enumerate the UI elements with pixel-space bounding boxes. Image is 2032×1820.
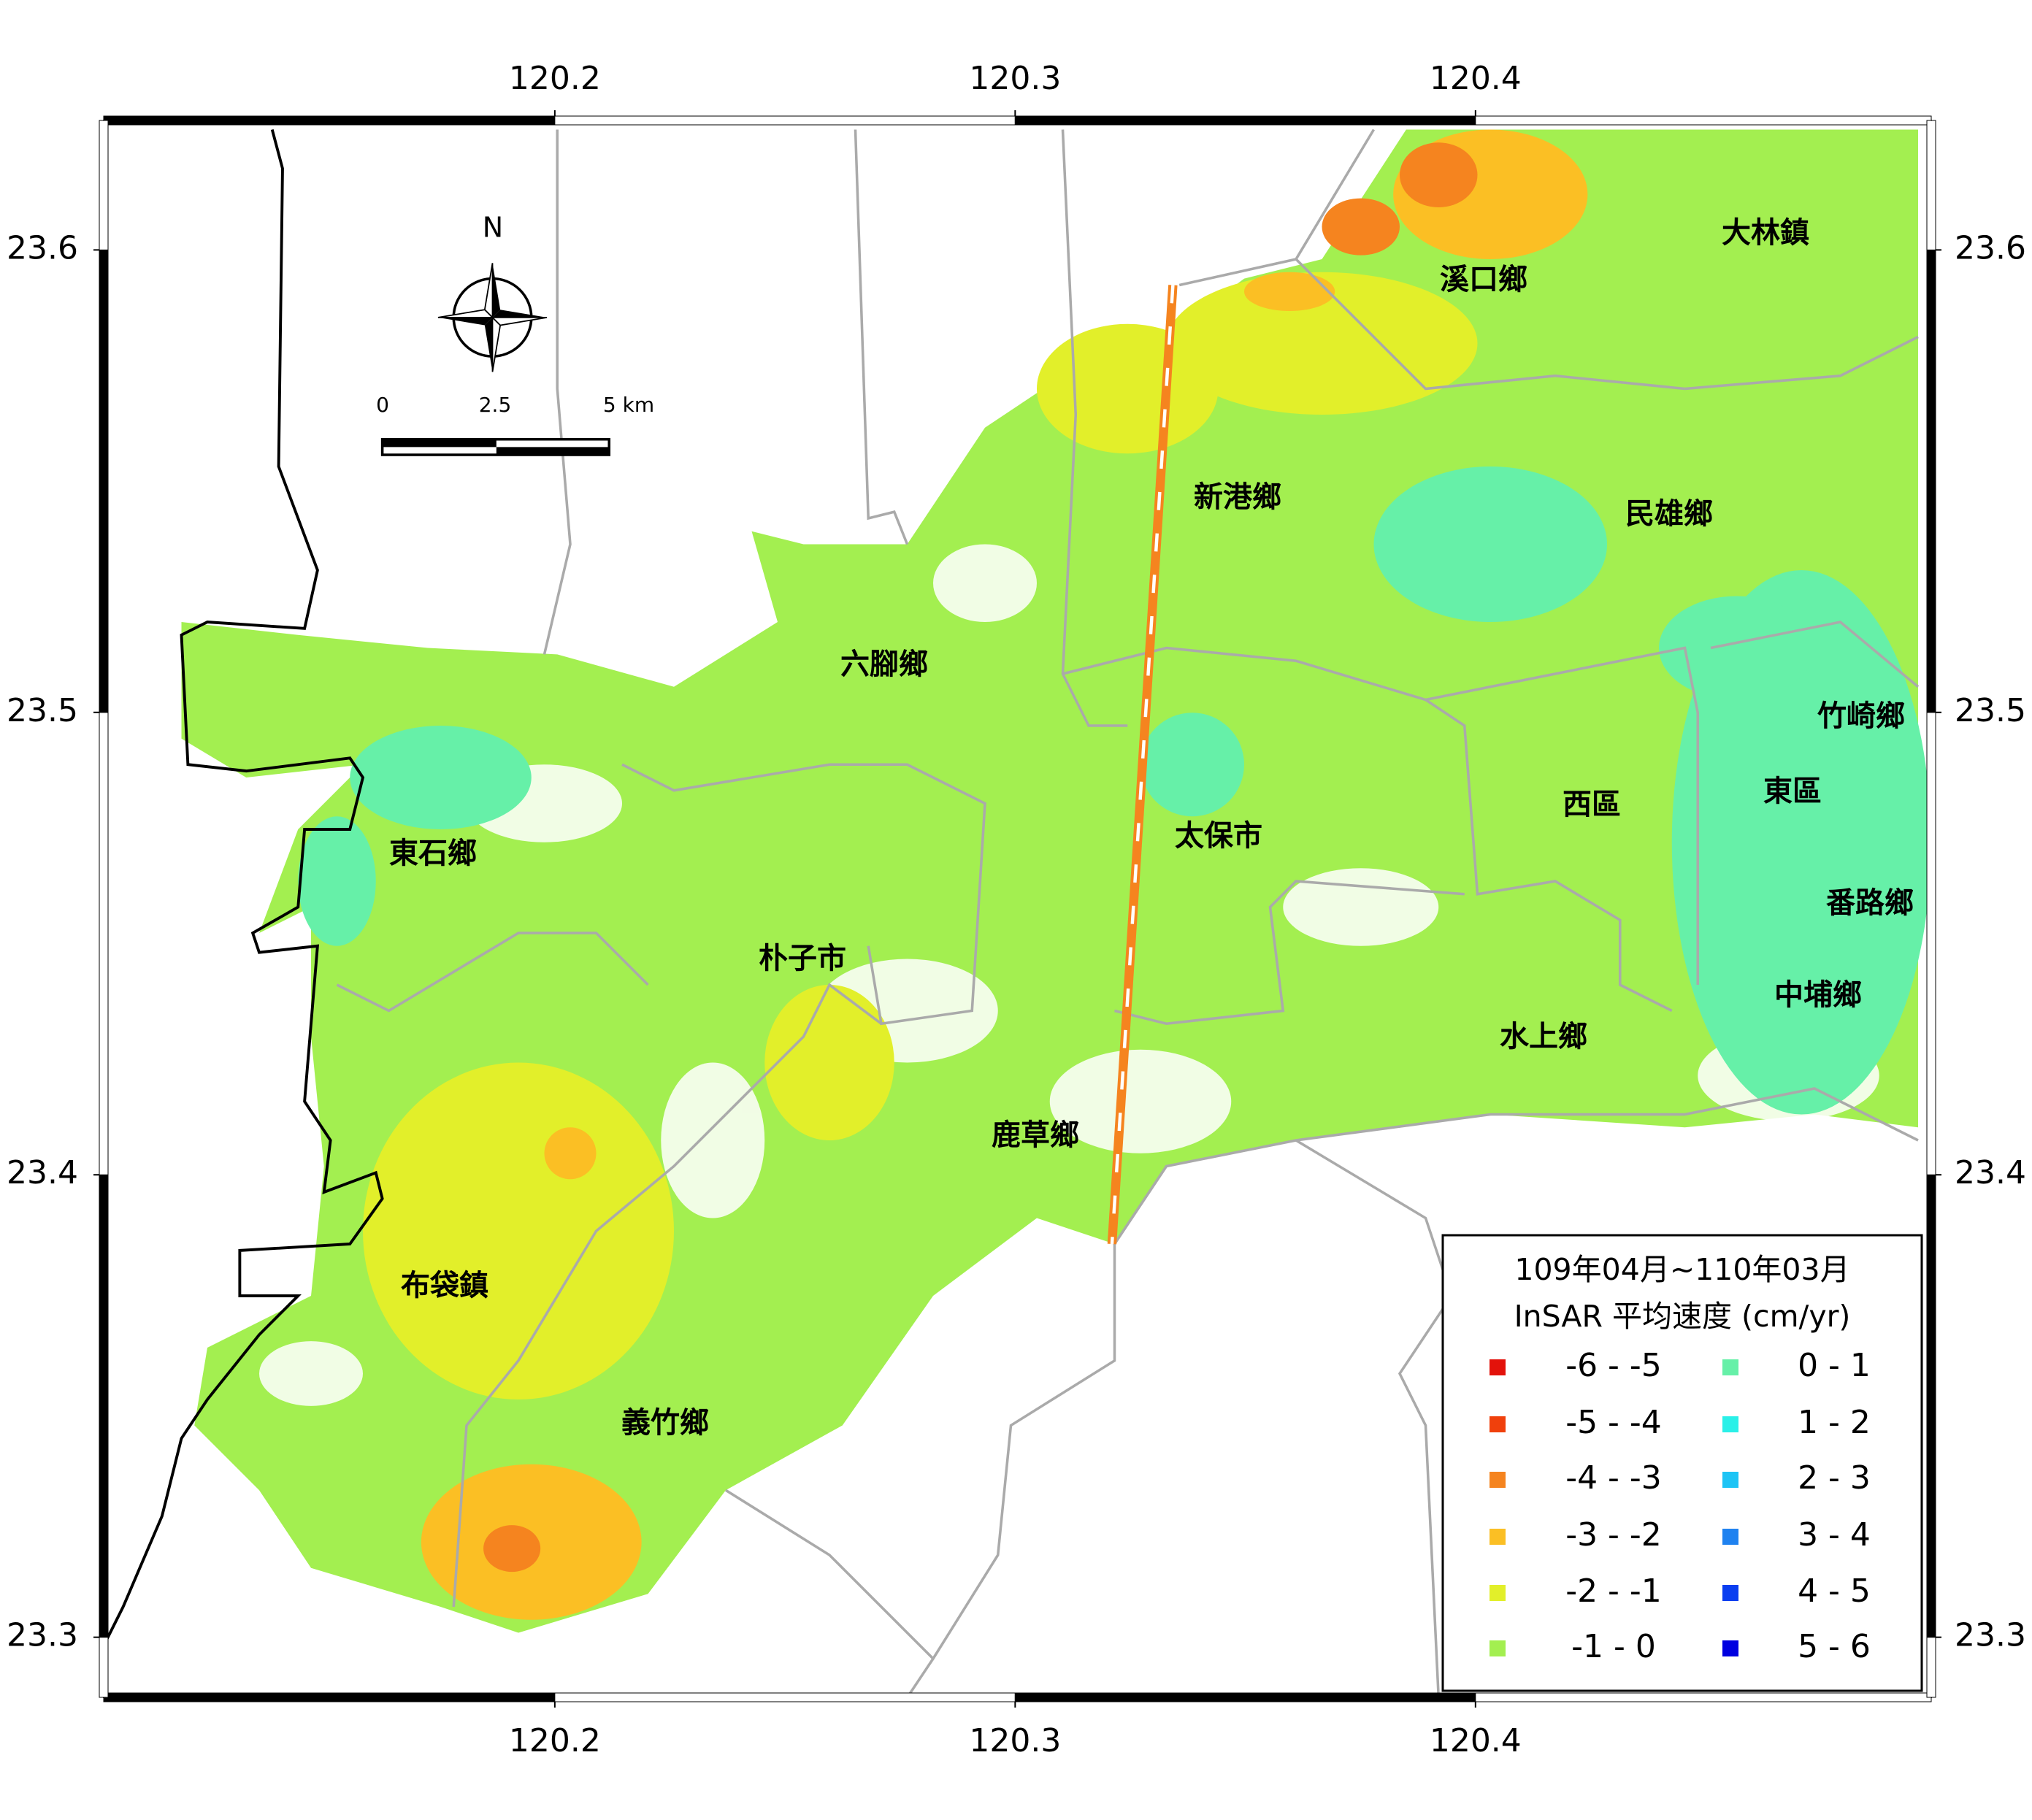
place-label: 竹崎鄉 xyxy=(1817,699,1905,733)
legend-label: 4 - 5 xyxy=(1798,1573,1871,1610)
legend-swatch xyxy=(1490,1585,1506,1601)
y-tick-label: 23.3 xyxy=(1955,1617,2026,1654)
frame-segment xyxy=(99,120,109,250)
place-label: 中埔鄉 xyxy=(1774,978,1862,1012)
place-label: 新港鄉 xyxy=(1194,480,1281,514)
legend-swatch xyxy=(1722,1640,1738,1656)
place-label: 溪口鄉 xyxy=(1440,263,1527,296)
legend-swatch xyxy=(1722,1529,1738,1545)
legend: 109年04月~110年03月 InSAR 平均速度 (cm/yr) -6 - … xyxy=(1441,1234,1923,1692)
place-label: 義竹鄉 xyxy=(621,1406,709,1440)
x-tick-label: 120.3 xyxy=(969,1722,1061,1759)
y-tick-label: 23.6 xyxy=(7,229,78,266)
legend-label: 5 - 6 xyxy=(1798,1628,1871,1665)
north-label: N xyxy=(483,212,503,244)
scale-label: 2.5 xyxy=(479,393,512,417)
legend-title: 109年04月~110年03月 xyxy=(1514,1252,1849,1287)
frame-segment xyxy=(1926,712,1936,1175)
frame-segment xyxy=(1014,115,1476,126)
place-label: 民雄鄉 xyxy=(1625,497,1713,531)
frame-segment xyxy=(103,1692,556,1702)
legend-swatch xyxy=(1490,1640,1506,1656)
place-label: 朴子市 xyxy=(759,942,846,975)
legend-swatch xyxy=(1490,1359,1506,1375)
legend-swatch xyxy=(1722,1585,1738,1601)
north-arrow xyxy=(437,263,548,372)
frame-segment xyxy=(1926,120,1936,250)
place-label: 東區 xyxy=(1763,775,1822,808)
legend-label: 2 - 3 xyxy=(1798,1459,1871,1497)
place-label: 太保市 xyxy=(1175,819,1262,853)
coastline xyxy=(104,128,384,1647)
place-label: 六腳鄉 xyxy=(840,648,928,681)
district-boundaries xyxy=(336,128,1920,1697)
y-tick-label: 23.6 xyxy=(1955,229,2026,266)
x-tick-label: 120.2 xyxy=(509,1722,601,1759)
legend-swatch xyxy=(1490,1416,1506,1432)
y-tick-label: 23.3 xyxy=(7,1617,78,1654)
legend-label: -5 - -4 xyxy=(1565,1404,1662,1441)
legend-box xyxy=(1441,1234,1923,1692)
scale-label: 0 xyxy=(376,393,389,417)
x-tick-label: 120.4 xyxy=(1430,1722,1522,1759)
legend-label: -3 - -2 xyxy=(1565,1516,1662,1554)
frame-segment xyxy=(554,1692,1016,1702)
frame-segment xyxy=(1926,1637,1936,1698)
x-tick-label: 120.3 xyxy=(969,60,1061,97)
y-tick-label: 23.5 xyxy=(1955,692,2026,729)
legend-swatch xyxy=(1490,1472,1506,1488)
legend-swatch xyxy=(1722,1359,1738,1375)
place-label: 布袋鎮 xyxy=(401,1269,488,1302)
place-label: 鹿草鄉 xyxy=(992,1118,1079,1152)
frame-segment xyxy=(99,712,109,1175)
x-tick-label: 120.4 xyxy=(1430,60,1522,97)
y-tick-label: 23.5 xyxy=(7,692,78,729)
scale-label: 5 km xyxy=(603,393,654,417)
legend-label: -4 - -3 xyxy=(1565,1459,1662,1497)
place-label: 番路鄉 xyxy=(1826,886,1914,920)
map-layers xyxy=(104,128,1931,1697)
legend-title: InSAR 平均速度 (cm/yr) xyxy=(1514,1299,1851,1334)
legend-label: 1 - 2 xyxy=(1798,1404,1871,1441)
map-body xyxy=(104,128,1931,1697)
legend-label: -6 - -5 xyxy=(1565,1347,1662,1384)
legend-label: -2 - -1 xyxy=(1565,1573,1662,1610)
frame-segment xyxy=(1475,115,1932,126)
frame-segment xyxy=(1926,1174,1936,1638)
y-tick-label: 23.4 xyxy=(1955,1154,2026,1191)
railway-dash xyxy=(1110,285,1175,1245)
scale-bar xyxy=(380,437,611,456)
frame-segment xyxy=(103,115,556,126)
velocity-patches xyxy=(298,129,1931,1620)
frame-segment xyxy=(1926,249,1936,713)
place-label: 西區 xyxy=(1563,788,1621,821)
frame-segment xyxy=(99,1637,109,1698)
legend-swatch xyxy=(1722,1472,1738,1488)
frame-segment xyxy=(1475,1692,1932,1702)
legend-swatch xyxy=(1490,1529,1506,1545)
y-tick-label: 23.4 xyxy=(7,1154,78,1191)
frame-segment xyxy=(554,115,1016,126)
place-label: 東石鄉 xyxy=(389,837,477,870)
x-tick-label: 120.2 xyxy=(509,60,601,97)
place-label: 大林鎮 xyxy=(1722,216,1809,250)
frame-segment xyxy=(99,249,109,713)
place-label: 水上鄉 xyxy=(1500,1020,1587,1053)
legend-label: 3 - 4 xyxy=(1798,1516,1871,1554)
legend-label: 0 - 1 xyxy=(1798,1347,1871,1384)
legend-label: -1 - 0 xyxy=(1571,1628,1656,1665)
legend-swatch xyxy=(1722,1416,1738,1432)
frame-segment xyxy=(1014,1692,1476,1702)
frame-segment xyxy=(99,1174,109,1638)
